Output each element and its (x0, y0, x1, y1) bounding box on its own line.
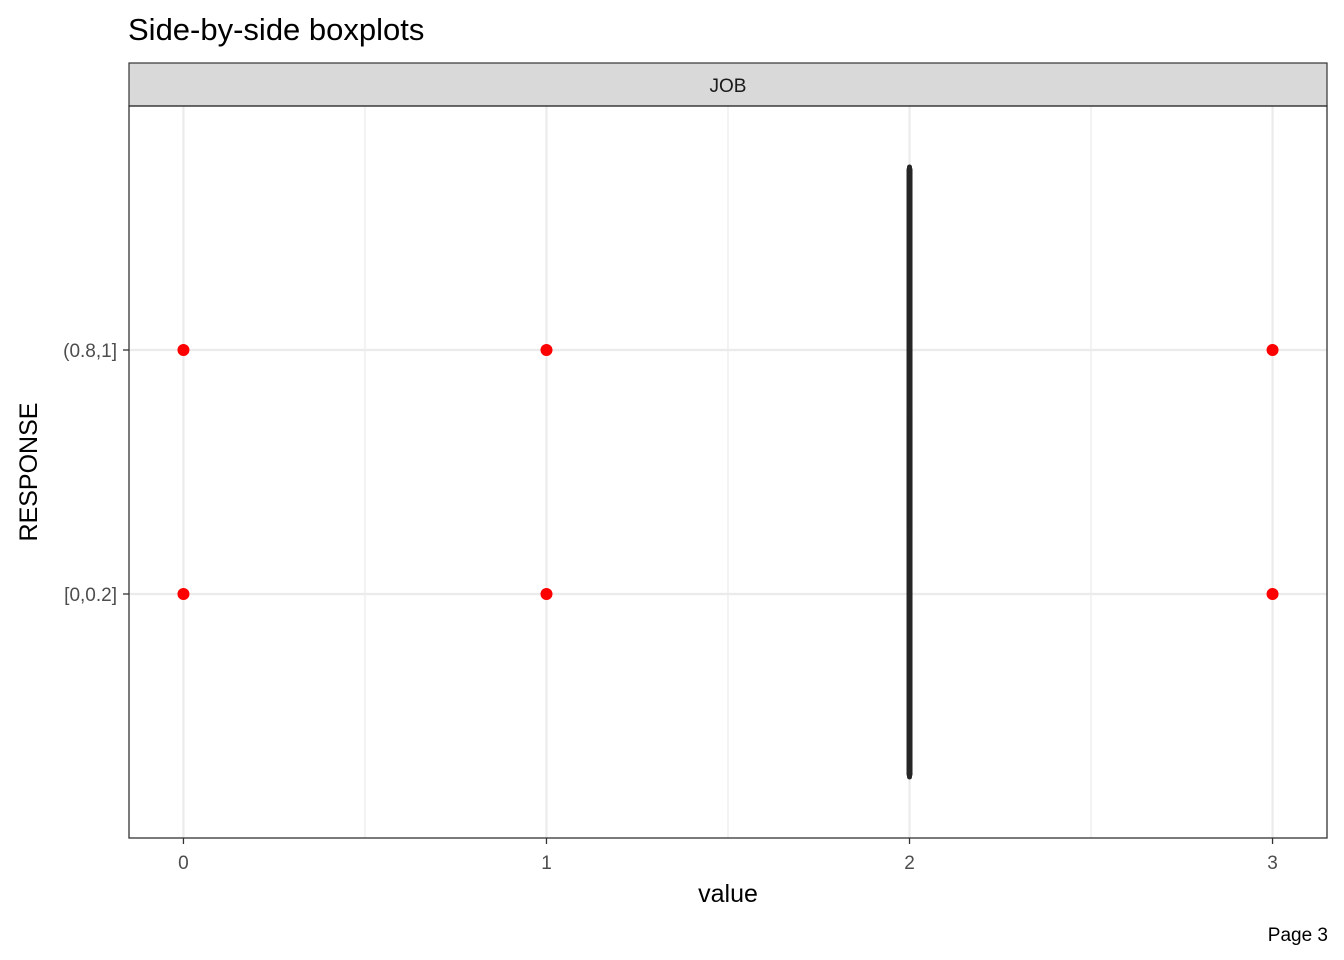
facet-strip: JOB (128, 62, 1328, 107)
box-1 (177, 164, 1279, 536)
x-tick-label: 0 (178, 853, 189, 874)
x-tick-label: 2 (904, 853, 915, 874)
outlier-point (540, 588, 553, 600)
chart-title: Side-by-side boxplots (128, 12, 424, 47)
outlier-point (540, 344, 553, 356)
facet-strip-label: JOB (710, 76, 747, 97)
x-tick-label: 1 (541, 853, 552, 874)
x-tick-label: 3 (1267, 853, 1278, 874)
outlier-point (177, 344, 190, 356)
y-tick-label: (0.8,1] (63, 341, 117, 362)
chart-marks (177, 164, 1279, 780)
y-axis-title: RESPONSE (15, 403, 43, 542)
facet-strip-background (128, 62, 1328, 107)
y-tick-label: [0,0.2] (64, 585, 117, 606)
outlier-point (1266, 344, 1279, 356)
x-axis-title: value (698, 880, 758, 908)
outlier-point (177, 588, 190, 600)
panel-border (128, 105, 1328, 839)
outlier-point (1266, 588, 1279, 600)
axes: 0 1 2 3 [0,0.2] (0.8,1] (63, 105, 1328, 874)
page-caption: Page 3 (1268, 925, 1328, 946)
